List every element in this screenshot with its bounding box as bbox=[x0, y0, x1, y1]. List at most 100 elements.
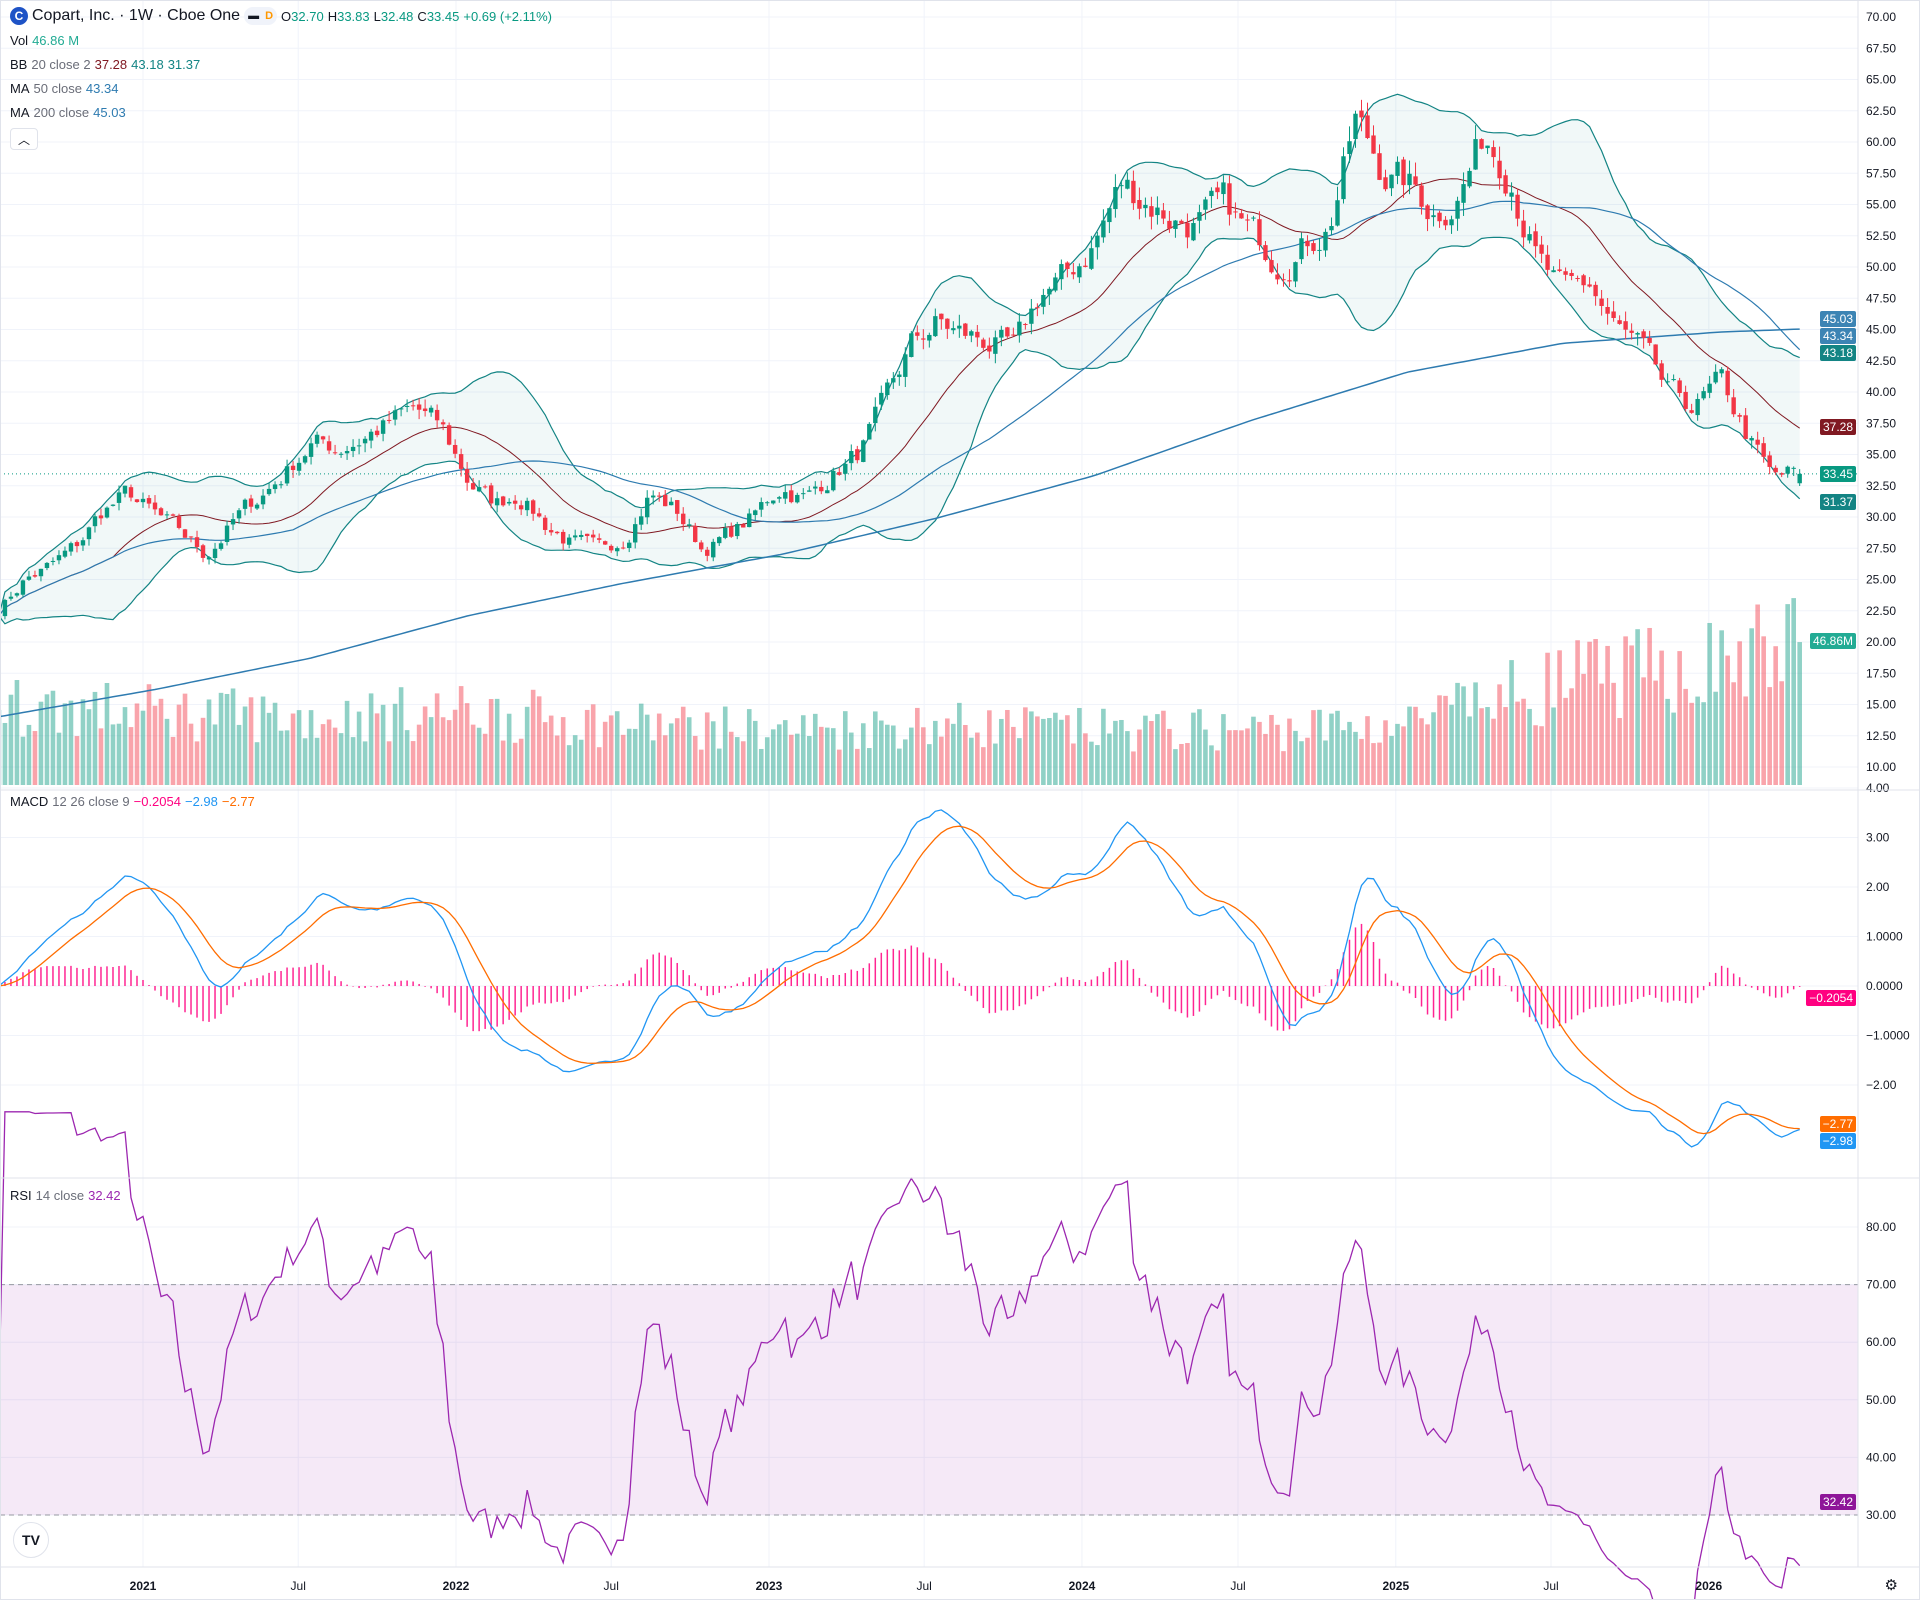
candle-body bbox=[386, 419, 392, 421]
ma50-value: 43.34 bbox=[85, 81, 119, 96]
candle bbox=[38, 568, 44, 582]
candle bbox=[1083, 257, 1088, 268]
candle bbox=[957, 314, 962, 338]
candle bbox=[789, 484, 794, 504]
candle bbox=[380, 418, 386, 442]
volume-bar bbox=[704, 712, 710, 785]
price-tick-label: 55.00 bbox=[1866, 198, 1896, 212]
volume-bar bbox=[1515, 701, 1520, 785]
candle-body bbox=[482, 486, 488, 488]
volume-bar bbox=[1173, 749, 1178, 785]
candle-body bbox=[927, 334, 932, 341]
symbol-title[interactable]: Copart, Inc. · 1W · Cboe One bbox=[32, 7, 241, 24]
candle bbox=[1425, 204, 1430, 232]
candle bbox=[590, 529, 596, 543]
candle bbox=[104, 506, 110, 519]
ma200-legend[interactable]: MA 200 close 45.03 bbox=[10, 105, 126, 120]
volume-bar bbox=[140, 710, 146, 785]
tradingview-logo-icon[interactable]: TV bbox=[13, 1522, 49, 1558]
bb-legend[interactable]: BB 20 close 2 37.28 43.18 31.37 bbox=[10, 57, 200, 72]
candle-body bbox=[921, 338, 926, 340]
volume-bar bbox=[1569, 688, 1574, 785]
candle-body bbox=[1377, 153, 1382, 180]
candle-body bbox=[1095, 235, 1100, 248]
volume-bar bbox=[668, 723, 674, 785]
volume-bar bbox=[891, 725, 896, 785]
time-tick-label: Jul bbox=[1543, 1579, 1558, 1593]
last-price-axis-label: 33.45 bbox=[1819, 466, 1856, 482]
ma50-legend[interactable]: MA 50 close 43.34 bbox=[10, 81, 118, 96]
volume-bar bbox=[1179, 743, 1184, 785]
volume-bar bbox=[879, 720, 884, 785]
close-label: C bbox=[417, 8, 427, 24]
candle-body bbox=[170, 514, 176, 516]
candle-body bbox=[687, 524, 692, 526]
volume-bar bbox=[212, 724, 218, 785]
candle-body bbox=[1113, 186, 1118, 210]
candle bbox=[68, 541, 74, 556]
volume-bar bbox=[812, 713, 818, 785]
candle bbox=[633, 517, 638, 549]
rsi-line bbox=[0, 1111, 1801, 1600]
candle-body bbox=[717, 537, 722, 544]
volume-legend[interactable]: Vol 46.86 M bbox=[10, 33, 79, 48]
macd-legend[interactable]: MACD 12 26 close 9 −0.2054 −2.98 −2.77 bbox=[10, 794, 255, 809]
candle-body bbox=[224, 525, 230, 542]
status-pill[interactable]: ▬ D bbox=[244, 7, 278, 25]
price-tick-label: 40.00 bbox=[1866, 385, 1896, 399]
macd-params: 12 26 close 9 bbox=[52, 794, 130, 809]
volume-bar bbox=[1077, 707, 1082, 785]
candle bbox=[146, 495, 152, 509]
macd-tick-label: 0.0000 bbox=[1866, 979, 1903, 993]
volume-bar bbox=[626, 728, 632, 785]
volume-bar bbox=[873, 711, 878, 785]
volume-bar bbox=[614, 711, 620, 785]
candle-body bbox=[560, 531, 566, 544]
volume-bar bbox=[566, 745, 572, 785]
candle-body bbox=[1557, 269, 1562, 271]
candle bbox=[416, 398, 422, 420]
rsi-legend[interactable]: RSI 14 close 32.42 bbox=[10, 1188, 121, 1203]
candle bbox=[542, 515, 548, 535]
candle bbox=[861, 439, 866, 463]
candle bbox=[1197, 204, 1202, 234]
price-tick-label: 67.50 bbox=[1866, 41, 1896, 55]
candle bbox=[1227, 175, 1232, 226]
volume-bar bbox=[1467, 716, 1472, 785]
candle bbox=[891, 372, 896, 389]
volume-bar bbox=[1125, 731, 1130, 785]
volume-bar bbox=[1131, 751, 1136, 785]
volume-bar bbox=[806, 736, 812, 785]
candle bbox=[1641, 329, 1646, 349]
candle-body bbox=[1689, 410, 1694, 413]
candle bbox=[1557, 259, 1562, 273]
price-tick-label: 32.50 bbox=[1866, 479, 1896, 493]
volume-bar bbox=[332, 727, 338, 785]
candle-body bbox=[416, 404, 422, 410]
volume-bar bbox=[1245, 728, 1250, 785]
volume-bar bbox=[1797, 642, 1802, 785]
candle bbox=[843, 459, 848, 481]
settings-icon[interactable]: ⚙ bbox=[1884, 1577, 1898, 1594]
collapse-legend-button[interactable]: ︿ bbox=[10, 128, 38, 150]
volume-bar bbox=[302, 738, 308, 785]
candle bbox=[8, 591, 14, 601]
candle-body bbox=[1569, 272, 1574, 276]
candle bbox=[278, 481, 284, 489]
candle-body bbox=[1233, 211, 1238, 213]
candle bbox=[326, 435, 332, 455]
candle bbox=[849, 444, 854, 471]
candle-body bbox=[206, 557, 212, 560]
candle bbox=[596, 533, 602, 544]
volume-bar bbox=[122, 707, 128, 785]
volume-bar bbox=[969, 737, 974, 785]
candle bbox=[1773, 465, 1778, 476]
candle bbox=[1731, 388, 1736, 418]
volume-bar bbox=[1659, 650, 1664, 785]
volume-bar bbox=[380, 704, 386, 785]
candle-body bbox=[1059, 264, 1064, 280]
volume-bar bbox=[164, 718, 170, 785]
bb-lower-value: 31.37 bbox=[167, 57, 201, 72]
candle bbox=[1221, 175, 1226, 205]
